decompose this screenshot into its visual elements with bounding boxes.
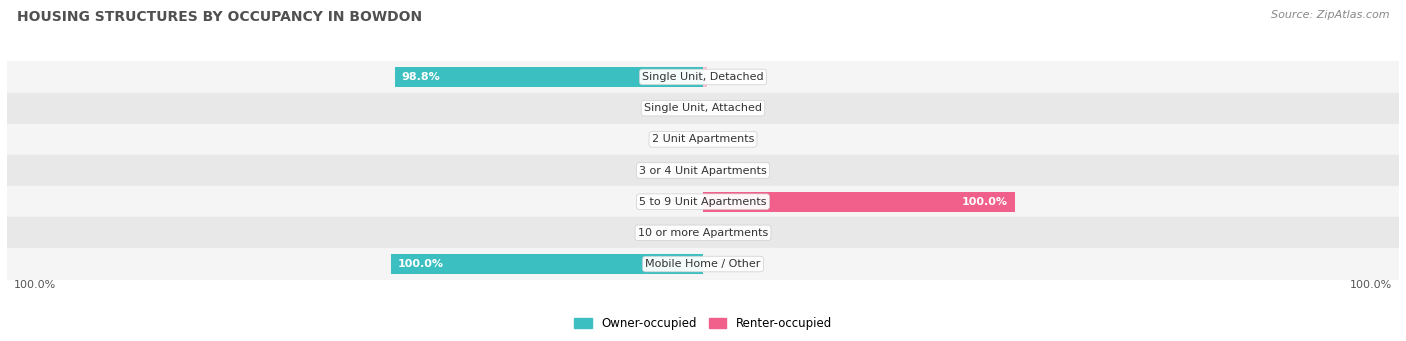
Text: 0.0%: 0.0% (716, 103, 745, 113)
Bar (703, 67, 707, 87)
Text: 0.0%: 0.0% (661, 103, 690, 113)
Text: HOUSING STRUCTURES BY OCCUPANCY IN BOWDON: HOUSING STRUCTURES BY OCCUPANCY IN BOWDO… (17, 10, 422, 24)
Bar (391, 254, 703, 274)
Bar (7, 249, 1399, 280)
Text: 100.0%: 100.0% (14, 280, 56, 290)
Bar (7, 124, 1399, 155)
Bar (703, 192, 1015, 212)
Text: Source: ZipAtlas.com: Source: ZipAtlas.com (1271, 10, 1389, 20)
Bar (7, 92, 1399, 124)
Legend: Owner-occupied, Renter-occupied: Owner-occupied, Renter-occupied (569, 312, 837, 335)
Text: 100.0%: 100.0% (398, 259, 444, 269)
Text: 0.0%: 0.0% (661, 228, 690, 238)
Text: Mobile Home / Other: Mobile Home / Other (645, 259, 761, 269)
Bar (7, 61, 1399, 92)
Text: 2 Unit Apartments: 2 Unit Apartments (652, 134, 754, 144)
Text: 100.0%: 100.0% (962, 197, 1008, 207)
Bar (7, 155, 1399, 186)
Text: 5 to 9 Unit Apartments: 5 to 9 Unit Apartments (640, 197, 766, 207)
Text: Single Unit, Attached: Single Unit, Attached (644, 103, 762, 113)
Text: 0.0%: 0.0% (661, 165, 690, 176)
Text: 100.0%: 100.0% (1350, 280, 1392, 290)
Text: 1.3%: 1.3% (714, 72, 742, 82)
Text: 0.0%: 0.0% (716, 165, 745, 176)
Text: 0.0%: 0.0% (716, 134, 745, 144)
Text: 0.0%: 0.0% (716, 259, 745, 269)
Text: Single Unit, Detached: Single Unit, Detached (643, 72, 763, 82)
Text: 0.0%: 0.0% (661, 134, 690, 144)
Bar (7, 217, 1399, 249)
Text: 0.0%: 0.0% (716, 228, 745, 238)
Bar (395, 67, 703, 87)
Text: 98.8%: 98.8% (402, 72, 440, 82)
Text: 0.0%: 0.0% (661, 197, 690, 207)
Text: 10 or more Apartments: 10 or more Apartments (638, 228, 768, 238)
Bar (7, 186, 1399, 217)
Text: 3 or 4 Unit Apartments: 3 or 4 Unit Apartments (640, 165, 766, 176)
